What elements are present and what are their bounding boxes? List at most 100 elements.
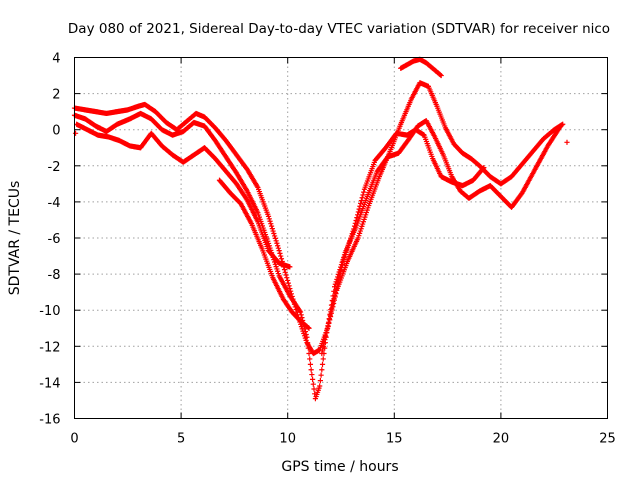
- data-point: [302, 329, 309, 335]
- y-tick-label: -8: [48, 268, 61, 283]
- data-point: [326, 319, 332, 325]
- data-point: [359, 195, 365, 201]
- data-point: [271, 230, 277, 237]
- plot-frame: [74, 57, 608, 419]
- data-point: [272, 233, 278, 239]
- data-point: [275, 245, 282, 251]
- data-point: [277, 250, 283, 256]
- data-point: [358, 198, 365, 204]
- data-point: [269, 225, 275, 232]
- data-point: [283, 272, 289, 278]
- data-point: [323, 333, 329, 339]
- x-tick-label: 20: [493, 432, 510, 447]
- data-point: [304, 334, 310, 340]
- data-point: [319, 361, 326, 367]
- data-points: [71, 56, 570, 402]
- data-point: [317, 377, 323, 384]
- data-point: [308, 367, 314, 373]
- data-point: [332, 289, 339, 296]
- data-point: [323, 330, 329, 336]
- data-point: [306, 350, 312, 357]
- data-point: [305, 345, 311, 351]
- y-tick-label: -10: [39, 304, 60, 319]
- data-point: [356, 206, 362, 212]
- data-point: [480, 165, 486, 172]
- data-point: [481, 165, 487, 171]
- data-point: [351, 226, 357, 232]
- data-point: [334, 283, 340, 289]
- data-point: [305, 324, 311, 331]
- data-point: [265, 213, 272, 219]
- data-point: [274, 240, 280, 246]
- data-point: [287, 264, 293, 270]
- data-point: [357, 203, 363, 209]
- data-point: [319, 367, 325, 373]
- data-point: [339, 261, 345, 268]
- data-point: [358, 200, 364, 207]
- data-point: [354, 215, 360, 221]
- data-point: [324, 326, 330, 332]
- data-point: [351, 223, 358, 229]
- data-point: [327, 312, 333, 318]
- x-axis-label: GPS time / hours: [281, 459, 398, 475]
- x-tick-label: 10: [279, 432, 296, 447]
- data-point: [322, 336, 328, 343]
- y-tick-label: 2: [52, 88, 60, 103]
- data-point: [276, 248, 282, 254]
- x-tick-label: 25: [599, 432, 616, 447]
- data-point: [352, 220, 358, 226]
- data-point: [329, 302, 336, 308]
- data-point: [310, 381, 316, 387]
- data-point: [286, 283, 292, 289]
- y-tick-labels: 4 2 0 -2 -4 -6 -8 -10 -12 -14 -16: [39, 52, 60, 428]
- data-point: [278, 256, 285, 262]
- x-tick-label: 5: [177, 432, 185, 447]
- data-point: [284, 275, 290, 281]
- data-point: [354, 212, 361, 218]
- data-point: [325, 323, 331, 329]
- data-point: [353, 217, 359, 224]
- data-point: [266, 216, 272, 222]
- data-point: [319, 347, 326, 353]
- data-point: [338, 268, 344, 274]
- data-point: [330, 299, 336, 305]
- data-point: [336, 274, 342, 280]
- data-point: [267, 218, 273, 224]
- data-point: [307, 356, 313, 362]
- data-point: [328, 309, 334, 315]
- x-tick-label: 0: [70, 432, 78, 447]
- data-point: [309, 376, 316, 382]
- data-point: [272, 235, 278, 241]
- data-point: [297, 309, 304, 315]
- data-point: [355, 209, 361, 215]
- data-point: [270, 228, 276, 234]
- data-point: [278, 253, 284, 259]
- data-point: [438, 72, 444, 79]
- data-point: [335, 280, 341, 286]
- data-point: [339, 265, 345, 271]
- data-point: [309, 371, 315, 378]
- data-point: [557, 123, 564, 129]
- data-point: [307, 361, 314, 367]
- data-point: [281, 266, 288, 273]
- y-tick-label: -14: [39, 376, 60, 391]
- x-tick-label: 15: [386, 432, 403, 447]
- data-point: [564, 139, 570, 145]
- data-point: [335, 277, 342, 283]
- data-point: [268, 221, 274, 227]
- data-point: [320, 356, 326, 362]
- data-point: [306, 325, 312, 331]
- data-point: [332, 292, 338, 299]
- data-point: [284, 277, 291, 284]
- data-point: [331, 295, 337, 302]
- y-tick-label: -6: [48, 232, 61, 247]
- data-point: [360, 192, 366, 198]
- data-point: [285, 280, 291, 286]
- data-point: [282, 269, 288, 275]
- data-point: [319, 350, 325, 357]
- data-point: [317, 383, 323, 389]
- data-point: [321, 340, 327, 346]
- data-point: [337, 271, 343, 277]
- y-tick-label: -4: [48, 196, 61, 211]
